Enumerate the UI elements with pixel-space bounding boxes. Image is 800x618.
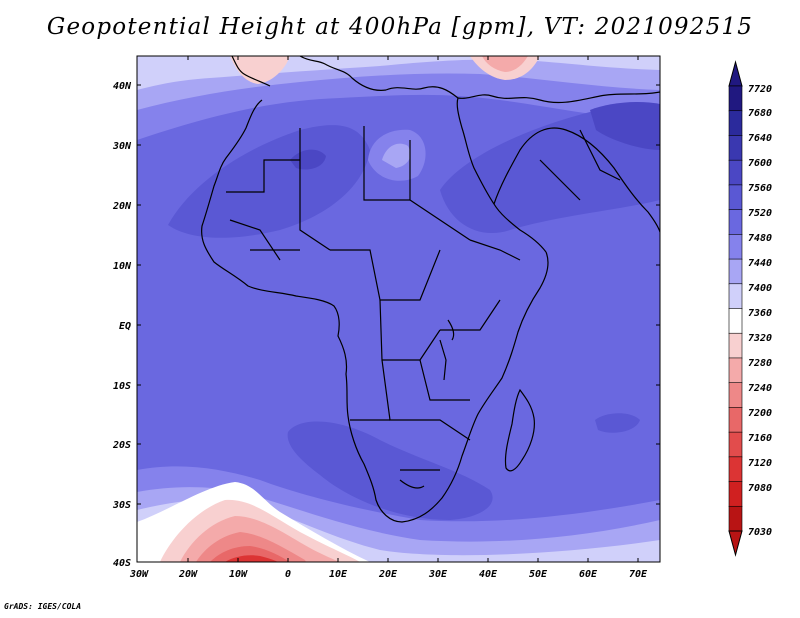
- colorbar-label: 7160: [748, 433, 772, 444]
- colorbar-label: 7240: [748, 383, 772, 394]
- colorbar-swatch: [728, 382, 743, 408]
- colorbar-swatch: [728, 135, 743, 161]
- credit-text: GrADS: IGES/COLA: [4, 602, 82, 611]
- colorbar-swatch: [728, 258, 743, 285]
- colorbar-label: 7600: [748, 158, 772, 169]
- colorbar-swatch: [728, 85, 743, 112]
- colorbar-label: 7440: [748, 258, 772, 269]
- lon-label: 20W: [178, 569, 198, 580]
- lon-label: 30E: [428, 569, 448, 580]
- colorbar-swatch: [728, 283, 743, 310]
- lat-label: EQ: [119, 321, 131, 332]
- lat-label: 10S: [113, 381, 131, 392]
- lon-label: 70E: [629, 569, 648, 580]
- colorbar-swatch: [728, 357, 743, 384]
- lon-label: 20E: [378, 569, 398, 580]
- colorbar-label: 7720: [748, 84, 772, 95]
- colorbar-swatch: [728, 481, 743, 507]
- colorbar-label: 7280: [748, 358, 772, 369]
- colorbar-label: 7640: [748, 133, 772, 144]
- colorbar-label: 7120: [748, 458, 772, 469]
- colorbar-label: 7080: [748, 483, 772, 494]
- lon-label: 0: [285, 569, 291, 580]
- map-title: Geopotential Height at 400hPa [gpm], VT:…: [46, 14, 754, 40]
- height-field: [137, 56, 660, 562]
- colorbar-label: 7030: [748, 527, 772, 538]
- lat-label: 20S: [112, 440, 131, 451]
- colorbar-label: 7360: [748, 308, 772, 319]
- colorbar-swatch: [728, 505, 743, 532]
- lon-label: 60E: [579, 569, 598, 580]
- colorbar-swatch: [728, 184, 743, 211]
- colorbar-swatch: [728, 159, 743, 186]
- lat-label: 40N: [113, 81, 132, 92]
- colorbar-label: 7320: [748, 333, 772, 344]
- lon-label: 30W: [129, 569, 149, 580]
- plot-frame: [136, 55, 661, 563]
- lon-label: 40E: [479, 569, 498, 580]
- colorbar-swatch: [728, 110, 743, 137]
- coastlines: [201, 56, 660, 523]
- colorbar-label: 7480: [748, 233, 772, 244]
- colorbar-label: 7200: [748, 408, 772, 419]
- colorbar-label: 7560: [748, 183, 772, 194]
- lon-label: 10W: [229, 569, 248, 580]
- lon-label: 50E: [529, 569, 548, 580]
- colorbar-swatch: [728, 308, 743, 334]
- lat-label: 40S: [113, 558, 131, 569]
- colorbar-bottom-arrow: [728, 530, 743, 557]
- colorbar-swatch: [728, 407, 743, 433]
- colorbar-swatch: [728, 431, 743, 458]
- lon-axis: 30W 20W 10W 0 10E 20E 30E 40E 50E 60E 70…: [129, 56, 648, 580]
- lat-label: 30S: [112, 500, 131, 511]
- lon-label: 10E: [329, 569, 348, 580]
- colorbar-swatch: [728, 456, 743, 483]
- colorbar-label: 7680: [748, 108, 772, 119]
- colorbar-label: 7400: [748, 283, 772, 294]
- colorbar-swatch: [728, 209, 743, 235]
- colorbar-label: 7520: [748, 208, 772, 219]
- lat-label: 30N: [112, 141, 132, 152]
- lat-label: 20N: [112, 201, 132, 212]
- lat-label: 10N: [113, 261, 132, 272]
- colorbar-top-arrow: [728, 60, 743, 87]
- colorbar-swatch: [728, 234, 743, 260]
- colorbar-swatch: [728, 332, 743, 359]
- colorbar: 7720 7680 7640 7600 7560 7520 7480 7440 …: [728, 60, 772, 557]
- lat-axis: 40N 30N 20N 10N EQ 10S 20S 30S 40S: [112, 81, 660, 569]
